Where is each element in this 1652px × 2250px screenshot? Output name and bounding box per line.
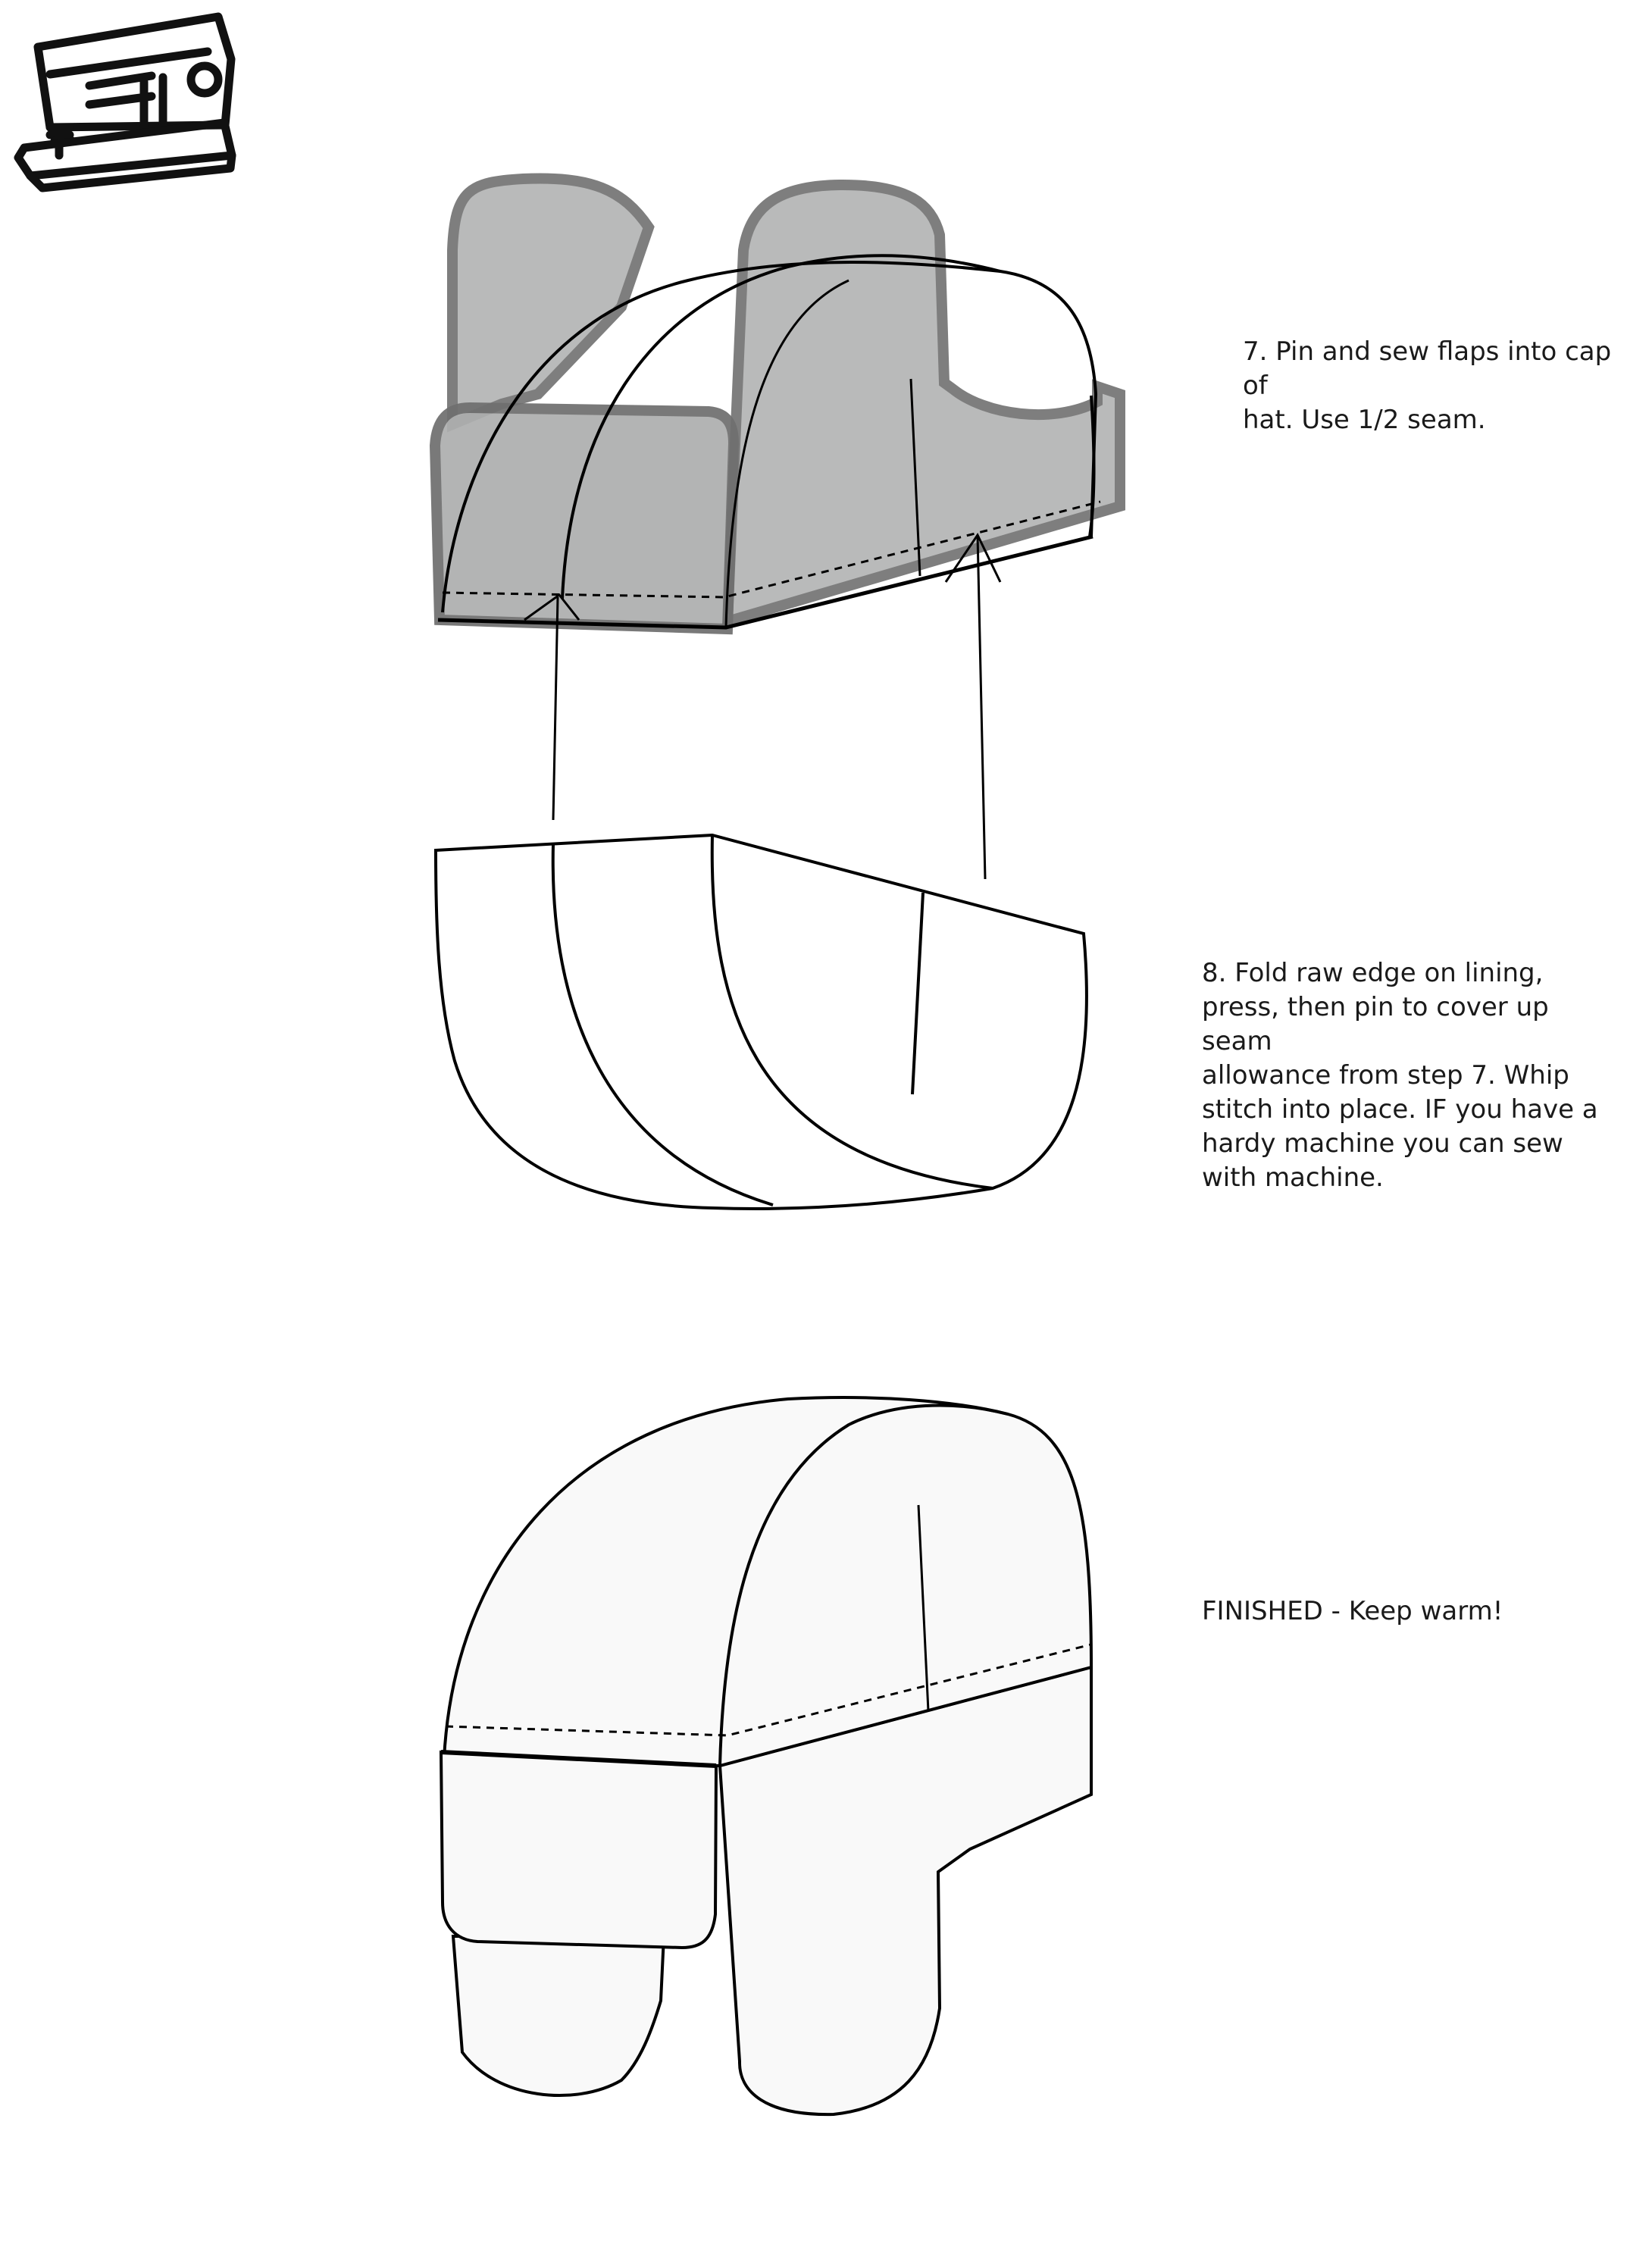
- finished-hat: [439, 1396, 1094, 2117]
- finished-right-flap: [718, 1665, 1093, 2117]
- right-ear-flap: [721, 179, 1125, 629]
- finished-front-panel: [439, 1750, 718, 1950]
- cap-outline: [441, 261, 1098, 613]
- finished-seam-dashed: [445, 1643, 1092, 1737]
- step7-hat-with-flaps: [429, 173, 1125, 635]
- step-7-instructions: 7. Pin and sew flaps into cap of hat. Us…: [1243, 336, 1612, 435]
- arrow-right: [976, 534, 987, 880]
- lining-outline: [433, 833, 1088, 1210]
- step8-lining: [433, 833, 1088, 1210]
- arrow-left: [552, 596, 559, 821]
- assembly-arrows: [552, 534, 987, 880]
- finished-left-flap: [451, 1935, 666, 2098]
- left-ear-flap: [447, 173, 655, 433]
- finished-caption: FINISHED - Keep warm!: [1202, 1596, 1503, 1626]
- finished-cap: [442, 1396, 1094, 1768]
- front-brim-panel: [429, 402, 740, 635]
- step-8-instructions: 8. Fold raw edge on lining, press, then …: [1202, 958, 1598, 1193]
- sewing-machine-icon: [14, 12, 236, 192]
